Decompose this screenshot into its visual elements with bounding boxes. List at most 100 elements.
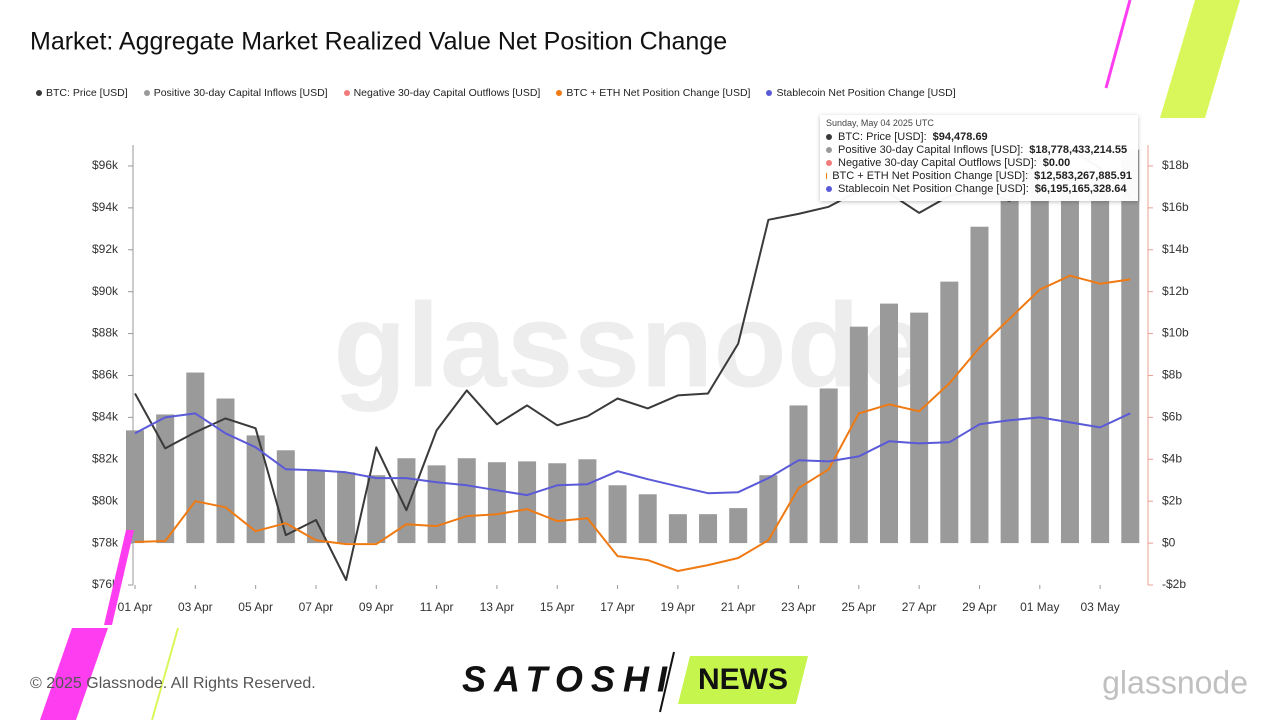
tooltip-swatch (826, 146, 832, 153)
tooltip-swatch (826, 185, 832, 192)
legend-swatch (556, 90, 563, 96)
x-tick-label: 17 Apr (600, 600, 635, 614)
x-tick-label: 21 Apr (721, 600, 756, 614)
y2-tick-label: $18b (1162, 158, 1189, 172)
tooltip-value: $94,478.69 (932, 130, 988, 143)
bar (518, 461, 537, 544)
x-tick-label: 07 Apr (299, 600, 334, 614)
tooltip-value: $12,583,267,885.91 (1034, 169, 1132, 182)
y2-tick-label: $10b (1162, 326, 1189, 340)
line (134, 274, 1131, 572)
bar (970, 226, 989, 544)
chart-title: Market: Aggregate Market Realized Value … (30, 28, 727, 56)
x-tick-label: 29 Apr (962, 600, 997, 614)
y2-tick-label: $16b (1162, 200, 1189, 214)
x-tick-label: 27 Apr (902, 600, 937, 614)
y2-tick-label: -$2b (1162, 577, 1186, 591)
bar (1121, 149, 1140, 544)
bar (186, 372, 205, 544)
y2-tick-label: $0 (1162, 535, 1176, 549)
x-tick-label: 01 May (1020, 600, 1059, 614)
bar (427, 465, 446, 544)
bar (578, 459, 597, 544)
tooltip-row: BTC + ETH Net Position Change [USD]: $12,… (826, 169, 1132, 182)
y2-tick-label: $4b (1162, 451, 1182, 465)
legend-label: Negative 30-day Capital Outflows [USD] (353, 87, 541, 99)
bar (487, 462, 506, 544)
decoration (40, 628, 108, 720)
y-tick-label: $80k (92, 493, 119, 507)
bar (668, 514, 687, 544)
decoration (659, 651, 675, 713)
tooltip-title: Sunday, May 04 2025 UTC (826, 118, 934, 128)
bar (306, 470, 325, 544)
bar (156, 414, 175, 544)
y2-tick-label: $2b (1162, 493, 1182, 507)
y-tick-label: $78k (92, 535, 119, 549)
tooltip-row: BTC: Price [USD]: $94,478.69 (826, 130, 1132, 143)
bar (729, 508, 748, 544)
bar (910, 312, 929, 544)
logo-text: NEWS (698, 663, 788, 696)
bar (849, 326, 868, 544)
tooltip-row: Negative 30-day Capital Outflows [USD]: $… (826, 156, 1132, 169)
legend-item: Positive 30-day Capital Inflows [USD] (143, 87, 328, 99)
y2-tick-label: $6b (1162, 410, 1182, 424)
decoration (104, 530, 134, 625)
tooltip-row: Positive 30-day Capital Inflows [USD]: $1… (826, 143, 1132, 156)
y-tick-label: $86k (92, 368, 119, 382)
bar (548, 463, 567, 544)
legend-swatch (343, 90, 350, 96)
bar (246, 435, 265, 544)
bar (1060, 172, 1079, 544)
y-tick-label: $76k (92, 577, 119, 591)
legend-item: BTC: Price [USD] (36, 87, 128, 99)
legend-swatch (36, 90, 42, 96)
x-tick-label: 25 Apr (841, 600, 876, 614)
tooltip-value: $18,778,433,214.55 (1029, 143, 1128, 156)
bar (638, 494, 657, 544)
decoration (1160, 0, 1240, 118)
x-tick-label: 09 Apr (359, 600, 394, 614)
bar (789, 405, 808, 544)
tooltip-label: Positive 30-day Capital Inflows [USD]: (838, 143, 1024, 156)
bar (337, 472, 356, 544)
y-tick-label: $96k (92, 158, 119, 172)
x-tick-label: 11 Apr (420, 600, 454, 614)
x-tick-label: 23 Apr (781, 600, 816, 614)
bar (699, 514, 718, 544)
tooltip-swatch (826, 133, 832, 140)
x-tick-label: 13 Apr (480, 600, 515, 614)
bar (1030, 176, 1049, 544)
line (134, 412, 1131, 497)
legend-item: BTC + ETH Net Position Change [USD] (556, 87, 750, 99)
legend: BTC: Price [USD] Positive 30-day Capital … (36, 87, 956, 99)
logo-badge (678, 656, 808, 704)
y2-tick-label: $14b (1162, 242, 1189, 256)
legend-item: Negative 30-day Capital Outflows [USD] (343, 87, 541, 99)
corner-logo: glassnode (1102, 664, 1248, 700)
x-tick-label: 03 May (1080, 600, 1119, 614)
x-tick-label: 05 Apr (238, 600, 273, 614)
tooltip-label: BTC + ETH Net Position Change [USD]: (832, 169, 1029, 182)
x-tick-label: 01 Apr (118, 600, 153, 614)
y2-tick-label: $12b (1162, 284, 1189, 298)
tooltip-label: Negative 30-day Capital Outflows [USD]: (838, 156, 1037, 169)
y-tick-label: $90k (92, 284, 119, 298)
legend-label: Positive 30-day Capital Inflows [USD] (153, 87, 328, 99)
watermark: glassnode (333, 279, 927, 413)
y-tick-label: $94k (92, 200, 119, 214)
legend-label: Stablecoin Net Position Change [USD] (776, 87, 956, 99)
bar (880, 303, 898, 544)
bar (397, 458, 416, 544)
legend-swatch (143, 90, 150, 96)
tooltip-value: $0.00 (1042, 156, 1071, 169)
y-tick-label: $82k (92, 451, 119, 465)
tooltip-swatch (826, 159, 832, 166)
logo-text: SATOSHI (462, 659, 668, 700)
legend-label: BTC + ETH Net Position Change [USD] (566, 87, 751, 99)
bar (940, 281, 959, 544)
bar (1091, 178, 1110, 544)
y-tick-label: $92k (92, 242, 119, 256)
